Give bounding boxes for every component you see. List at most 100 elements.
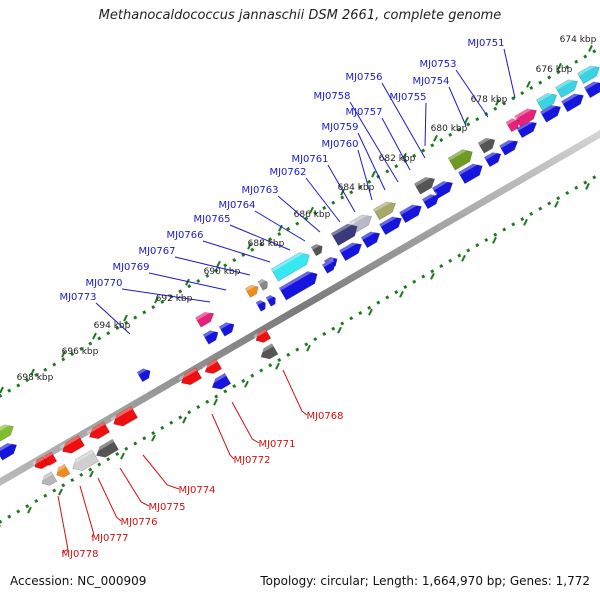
scale-tick [178, 415, 183, 420]
gene-forward [278, 267, 318, 301]
scale-tick [205, 273, 210, 278]
scale-tick [43, 493, 48, 498]
scale-tick [448, 132, 453, 137]
scale-tick [331, 326, 336, 331]
scale-tick [403, 284, 408, 289]
gene-label-forward: MJ0757 [345, 107, 382, 118]
gene-highlight [540, 101, 560, 115]
label-leader [97, 477, 122, 522]
gene-label-forward: MJ0773 [59, 292, 96, 303]
gene-forward [399, 201, 422, 224]
gene-arrow-shape [535, 92, 558, 111]
gene-arrow-shape [96, 438, 119, 458]
scale-tick [259, 242, 264, 247]
gene-highlight [39, 471, 53, 482]
scale-tick [52, 488, 57, 493]
scale-tick [511, 222, 516, 227]
gene-feature [555, 76, 578, 99]
label-leader [121, 288, 211, 303]
label-leader [79, 485, 95, 538]
gene-highlight [536, 89, 556, 103]
scale-tick [412, 279, 417, 284]
gene-highlight [555, 76, 577, 90]
scale-tick [34, 372, 39, 377]
scale-tick [133, 315, 138, 320]
gene-label-forward: MJ0769 [112, 262, 149, 273]
gene-highlight [516, 118, 536, 131]
gene-arrow-shape [539, 104, 562, 123]
gene-feature [195, 308, 215, 328]
gene-label-forward: MJ0759 [321, 122, 358, 133]
gene-feature [535, 89, 558, 111]
major-tick [495, 98, 500, 106]
scale-tick [367, 179, 372, 184]
gene-forward [136, 366, 151, 383]
scale-tick [322, 205, 327, 210]
gene-highlight [256, 298, 265, 306]
scale-tick [466, 248, 471, 253]
scale-tick [34, 498, 39, 503]
gene-feature [514, 105, 537, 128]
scale-tick [232, 384, 237, 389]
label-leader [202, 240, 271, 263]
major-tick [430, 272, 435, 280]
major-tick [526, 80, 531, 88]
gene-arrow-shape [278, 271, 318, 301]
major-tick [30, 368, 35, 376]
gene-arrow-shape [136, 368, 151, 383]
major-tick [244, 380, 249, 388]
scale-tick [592, 49, 597, 54]
scale-tick [592, 175, 597, 180]
gene-highlight [110, 406, 133, 421]
major-tick [337, 326, 342, 334]
scale-tick [277, 358, 282, 363]
major-tick [464, 116, 469, 124]
gene-arrow-shape [555, 79, 578, 99]
gene-forward [265, 293, 276, 307]
kbp-tick-label: 676 kbp [536, 65, 573, 75]
scale-tick [286, 352, 291, 357]
gene-highlight [258, 277, 267, 285]
gene-highlight [86, 421, 106, 435]
gene-highlight [373, 198, 395, 212]
gene-forward [218, 319, 235, 337]
gene-reverse [253, 328, 272, 343]
label-leader [282, 369, 308, 416]
major-tick [154, 296, 159, 304]
gene-arrow-shape [41, 471, 58, 486]
scale-tick [151, 431, 156, 436]
gene-label-reverse: MJ0776 [120, 517, 157, 528]
scale-tick [529, 211, 534, 216]
gene-label-forward: MJ0761 [291, 154, 328, 165]
scale-tick [412, 153, 417, 158]
gene-forward [499, 136, 519, 156]
scale-tick [187, 410, 192, 415]
scale-tick [142, 310, 147, 315]
gene-label-forward: MJ0763 [241, 185, 278, 196]
gene-forward [255, 298, 266, 312]
gene-arrow-shape [373, 201, 396, 221]
scale-tick [520, 217, 525, 222]
kbp-tick-label: 678 kbp [471, 95, 508, 105]
gene-arrow-shape [218, 322, 235, 337]
gene-feature [373, 198, 396, 221]
gene-feature [447, 145, 473, 171]
gene-highlight [203, 327, 217, 338]
gene-arrow-shape [310, 243, 323, 257]
gene-highlight [0, 439, 16, 453]
gene-label-forward: MJ0758 [313, 91, 350, 102]
scale-tick [268, 237, 273, 242]
scale-tick [178, 289, 183, 294]
kbp-tick-label: 690 kbp [204, 267, 241, 277]
scale-tick [358, 311, 363, 316]
map-title: Methanocaldococcus jannaschii DSM 2661, … [98, 8, 502, 23]
gene-highlight [514, 105, 536, 119]
gene-arrow-shape [577, 65, 600, 85]
gene-reverse [178, 367, 203, 386]
label-leader [211, 413, 235, 460]
gene-label-forward: MJ0753 [419, 59, 456, 70]
gene-highlight [258, 343, 274, 355]
label-leader [174, 256, 251, 276]
gene-label-forward: MJ0755 [389, 92, 426, 103]
major-tick [123, 314, 128, 322]
